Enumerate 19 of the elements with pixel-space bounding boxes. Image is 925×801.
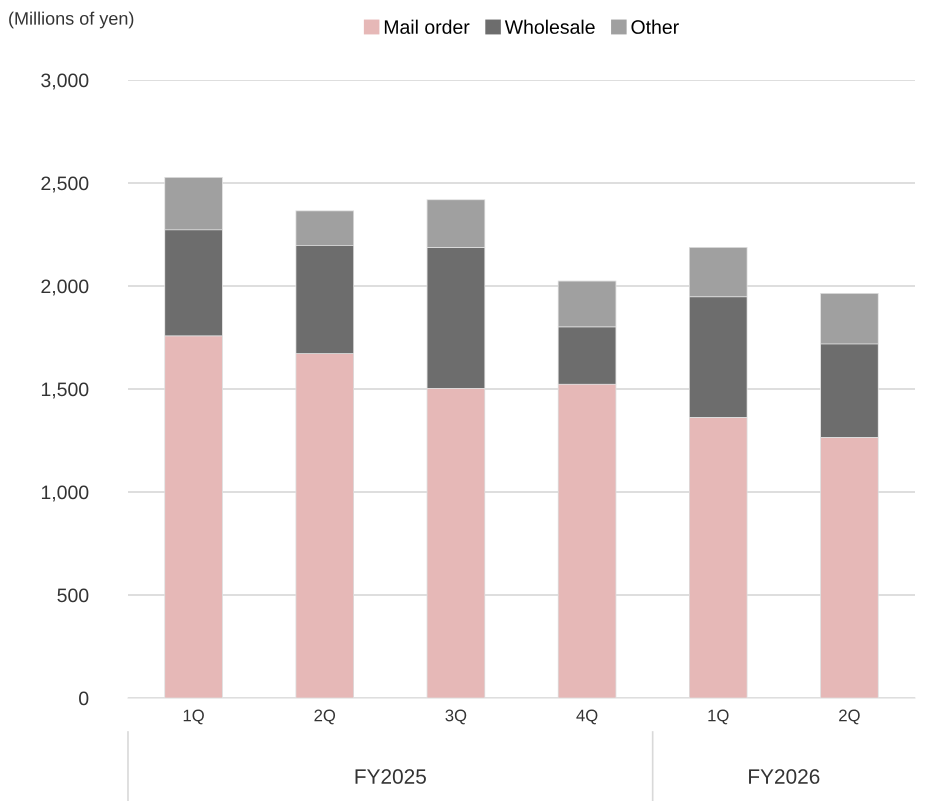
y-tick-label: 1,500 bbox=[42, 382, 88, 399]
x-tick-label: 2Q bbox=[839, 710, 860, 724]
y-tick-label: 3,000 bbox=[41, 73, 88, 90]
legend-label: Wholesale bbox=[504, 20, 595, 34]
y-tick-label: 500 bbox=[57, 588, 88, 602]
x-tick-label: 4Q bbox=[576, 710, 598, 724]
text: FY2025 bbox=[356, 769, 426, 784]
y-tick-label: 0 bbox=[79, 691, 88, 706]
y-axis-title: (Millions of yen) bbox=[9, 12, 134, 28]
x-tick-label: 2Q bbox=[314, 710, 336, 724]
legend-label: Mail order bbox=[384, 20, 470, 34]
x-tick-label: 1Q bbox=[708, 710, 729, 724]
legend-label: Other bbox=[631, 20, 679, 34]
y-tick-label: 1,000 bbox=[42, 485, 88, 502]
x-tick-label: 3Q bbox=[445, 710, 466, 724]
y-tick-label: 2,500 bbox=[41, 176, 88, 193]
text: FY2026 bbox=[749, 769, 820, 784]
y-tick-label: 2,000 bbox=[41, 279, 88, 296]
x-tick-label: 1Q bbox=[184, 710, 204, 724]
